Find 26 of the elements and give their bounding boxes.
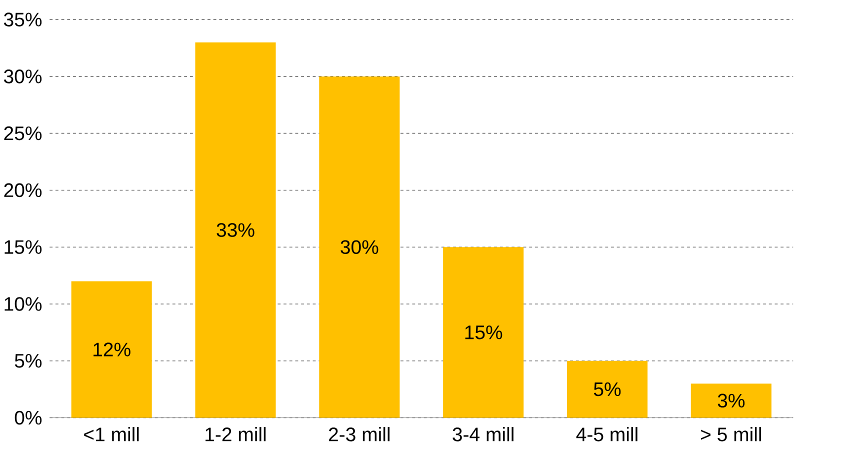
x-tick-label: <1 mill bbox=[84, 427, 139, 442]
data-label: 30% bbox=[340, 240, 378, 254]
y-tick-label: 25% bbox=[4, 126, 42, 140]
y-tick-label: 10% bbox=[4, 297, 42, 311]
y-tick-label: 5% bbox=[14, 354, 42, 368]
bar bbox=[319, 76, 400, 418]
y-tick-label: 0% bbox=[14, 410, 42, 425]
data-label: 3% bbox=[718, 394, 745, 408]
data-label: 5% bbox=[594, 382, 621, 396]
y-tick-label: 15% bbox=[4, 240, 42, 254]
x-tick-label: 2-3 mill bbox=[328, 427, 390, 442]
y-tick-label: 35% bbox=[4, 12, 42, 27]
bar bbox=[566, 360, 648, 418]
x-tick-label: 4-5 mill bbox=[576, 427, 638, 442]
x-tick-label: 1-2 mill bbox=[206, 427, 266, 442]
x-tick-label: > 5 mill bbox=[700, 427, 761, 442]
bar bbox=[690, 384, 772, 418]
x-tick-label: 3-4 mill bbox=[452, 427, 514, 442]
bar bbox=[195, 42, 276, 418]
bar bbox=[443, 247, 524, 418]
data-label: 33% bbox=[216, 223, 254, 238]
data-label: 12% bbox=[94, 342, 130, 356]
data-label: 15% bbox=[465, 326, 502, 340]
bar bbox=[71, 281, 152, 418]
y-tick-label: 30% bbox=[4, 70, 42, 84]
y-tick-label: 20% bbox=[4, 183, 42, 198]
